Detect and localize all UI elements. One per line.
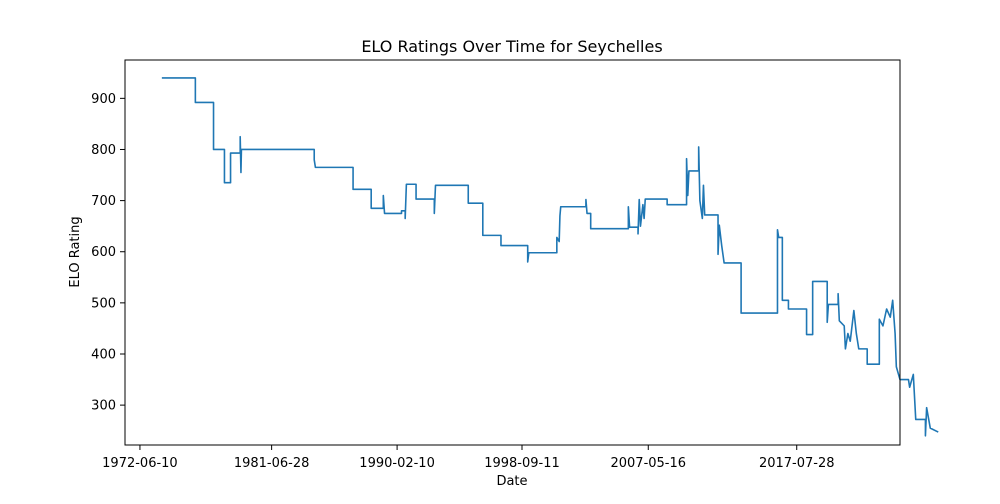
x-tick-label: 1981-06-28 — [234, 456, 310, 471]
y-tick-label: 800 — [91, 143, 116, 158]
x-tick-label: 2017-07-28 — [759, 456, 835, 471]
y-tick-label: 300 — [91, 399, 116, 414]
y-tick-label: 900 — [91, 92, 116, 107]
y-tick-label: 500 — [91, 296, 116, 311]
series-line — [161, 77, 939, 437]
plot-area — [161, 77, 939, 437]
x-tick-label: 2007-05-16 — [610, 456, 686, 471]
x-tick-label: 1972-06-10 — [102, 456, 178, 471]
x-tick-label: 1998-09-11 — [484, 456, 560, 471]
y-axis-ticks: 300 400 500 600 700 800 900 — [91, 92, 125, 414]
chart-title: ELO Ratings Over Time for Seychelles — [361, 37, 662, 56]
plot-frame — [124, 59, 901, 446]
x-tick-label: 1990-02-10 — [359, 456, 435, 471]
x-axis-ticks: 1972-06-10 1981-06-28 1990-02-10 1998-09-11… — [102, 445, 835, 471]
y-axis-label: ELO Rating — [68, 216, 83, 287]
y-tick-label: 400 — [91, 347, 116, 362]
x-axis-label: Date — [496, 474, 527, 489]
y-tick-label: 600 — [91, 245, 116, 260]
y-tick-label: 700 — [91, 194, 116, 209]
